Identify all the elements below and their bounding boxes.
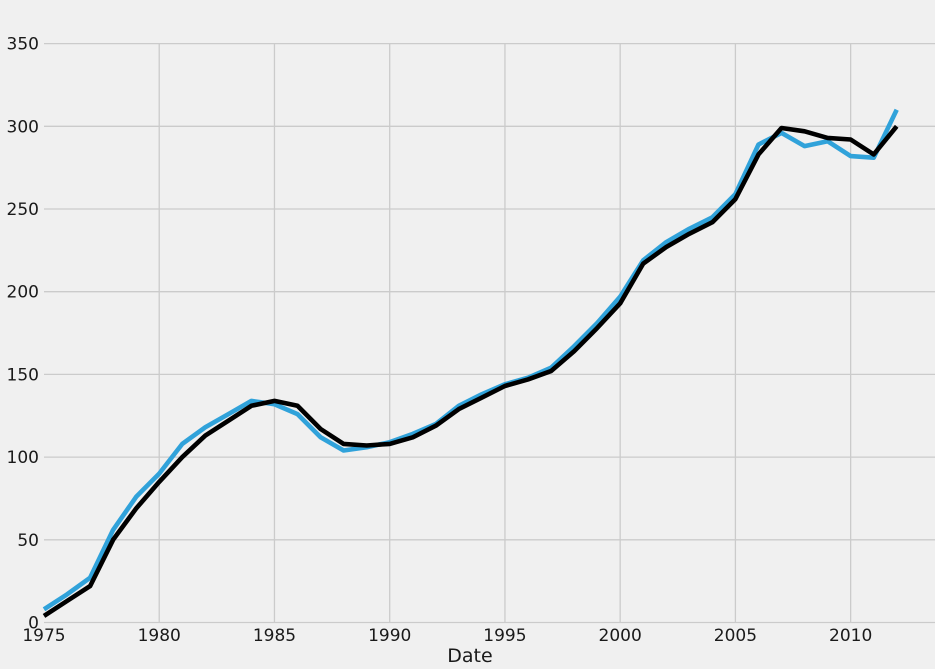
y-tick-label-150: 150: [7, 365, 39, 385]
blue-line: [42, 108, 899, 612]
y-tick-label-250: 250: [7, 200, 39, 220]
x-tick-label-2005: 2005: [714, 626, 757, 646]
series-lines: [42, 108, 899, 618]
y-tick-label-50: 50: [17, 531, 39, 551]
gridlines-horizontal: [44, 42, 935, 624]
y-tick-label-300: 300: [7, 117, 39, 137]
x-axis-tick-labels: 1975 1980 1985 1990 1995 2000 2005 2010: [22, 626, 872, 646]
x-axis-title: Date: [447, 645, 492, 667]
x-tick-label-1990: 1990: [368, 626, 411, 646]
x-tick-label-2010: 2010: [829, 626, 872, 646]
y-tick-label-0: 0: [28, 614, 39, 634]
gridlines-vertical: [158, 43, 852, 623]
y-tick-label-100: 100: [7, 448, 39, 468]
x-tick-label-1985: 1985: [253, 626, 296, 646]
x-tick-label-1975: 1975: [22, 626, 65, 646]
x-tick-label-1995: 1995: [483, 626, 526, 646]
x-tick-label-2000: 2000: [599, 626, 642, 646]
y-tick-label-350: 350: [7, 35, 39, 55]
x-tick-label-1980: 1980: [138, 626, 181, 646]
black-line: [42, 124, 899, 618]
y-tick-label-200: 200: [7, 283, 39, 303]
y-axis-tick-labels: 0 50 100 150 200 250 300 350: [7, 35, 39, 634]
